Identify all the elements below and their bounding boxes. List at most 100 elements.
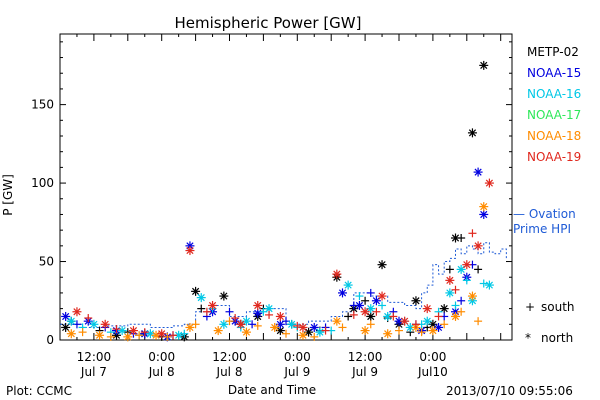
legend-item-metp-02: METP-02 (527, 45, 579, 59)
south-data-point (106, 332, 115, 341)
north-data-point (411, 296, 421, 306)
south-data-point (451, 285, 460, 294)
x-tick-label-time: 0:00 (148, 350, 175, 364)
north-data-point (377, 291, 387, 301)
north-data-point (61, 322, 71, 332)
south-data-point (378, 301, 387, 310)
south-data-point (434, 312, 443, 321)
south-data-point (474, 265, 483, 274)
south-data-point (462, 276, 471, 285)
north-data-point (66, 329, 76, 339)
ovation-label-line2: Prime HPI (513, 222, 571, 236)
south-data-point (197, 304, 206, 313)
south-data-point (457, 296, 466, 305)
north-data-point (338, 288, 347, 298)
south-data-point (321, 326, 330, 335)
south-data-point (135, 331, 144, 340)
north-data-point (185, 246, 195, 256)
north-data-point (157, 329, 167, 339)
north-data-point (66, 316, 76, 326)
north-data-point (151, 330, 161, 340)
asterisk-marker-icon: * (525, 331, 531, 345)
north-data-point (72, 307, 82, 317)
north-data-point (89, 319, 99, 329)
plot-timestamp: 2013/07/10 09:55:06 (446, 384, 573, 398)
legend-item-noaa-16: NOAA-16 (527, 87, 582, 101)
north-data-point (484, 280, 494, 290)
x-tick-label-date: Jul 9 (283, 365, 310, 379)
x-tick-label-date: Jul 7 (80, 365, 107, 379)
south-data-point (451, 301, 460, 310)
north-data-point (123, 332, 133, 342)
north-data-point (270, 322, 280, 332)
x-tick-label-time: 12:00 (77, 350, 112, 364)
north-data-point (354, 300, 364, 310)
north-data-point (191, 286, 201, 296)
south-data-point (366, 320, 375, 329)
south-data-point (265, 310, 274, 319)
north-data-point (145, 329, 155, 339)
south-data-point (293, 321, 302, 330)
north-data-point (343, 280, 353, 290)
y-tick-label: 100 (31, 176, 54, 190)
plot-frame (59, 33, 513, 341)
marker-key-south-label: south (541, 300, 575, 314)
north-data-point (484, 178, 494, 188)
north-data-point (473, 167, 483, 177)
legend: METP-02 NOAA-15 NOAA-16 NOAA-17 NOAA-18 … (527, 42, 581, 168)
north-data-point (95, 330, 105, 340)
y-tick-label: 50 (39, 255, 54, 269)
south-data-point (411, 320, 420, 329)
north-data-point (371, 296, 381, 306)
north-data-point (445, 275, 455, 285)
north-data-point (451, 311, 460, 321)
north-data-point (61, 311, 71, 321)
south-data-point (372, 307, 381, 316)
south-data-point (112, 325, 121, 334)
north-data-point (366, 311, 376, 321)
north-data-point (253, 308, 263, 318)
marker-key-north-label: north (541, 331, 574, 345)
y-tick-label: 0 (46, 333, 54, 347)
north-data-point (241, 327, 251, 337)
south-data-point (474, 317, 483, 326)
north-data-point (377, 260, 387, 270)
north-data-point (100, 319, 110, 329)
north-data-point (219, 319, 229, 329)
north-data-point (383, 329, 393, 339)
south-data-point (202, 307, 211, 316)
south-data-point (349, 310, 358, 319)
north-data-point (213, 326, 223, 336)
legend-item-ovation-prime-hpi: — Ovation Prime HPI (513, 207, 576, 237)
north-data-point (467, 291, 477, 301)
x-tick-label-time: 12:00 (212, 350, 247, 364)
north-data-point (196, 293, 206, 303)
north-data-point (275, 311, 285, 321)
y-axis-label: P [GW] (1, 174, 15, 216)
south-data-point (395, 326, 403, 335)
north-data-point (128, 326, 138, 336)
plus-marker-icon: + (525, 300, 536, 314)
ovation-prime-hpi-series (60, 242, 507, 328)
legend-item-noaa-18: NOAA-18 (527, 129, 582, 143)
south-data-point (338, 323, 347, 332)
north-data-point (445, 288, 455, 298)
south-data-point (361, 296, 370, 305)
north-data-point (253, 300, 263, 310)
north-data-point (422, 316, 432, 326)
north-data-point (287, 319, 297, 329)
south-data-point (225, 307, 234, 316)
south-data-point (310, 332, 319, 341)
south-data-point (282, 329, 290, 338)
north-data-point (439, 304, 449, 314)
south-data-point (140, 328, 149, 337)
north-data-point (360, 326, 370, 336)
x-tick-label-time: 12:00 (348, 350, 383, 364)
marker-key-south: + south (525, 300, 575, 314)
south-data-point (253, 321, 262, 330)
north-data-point (309, 322, 319, 332)
legend-item-noaa-19: NOAA-19 (527, 150, 582, 164)
south-data-point (468, 229, 477, 238)
